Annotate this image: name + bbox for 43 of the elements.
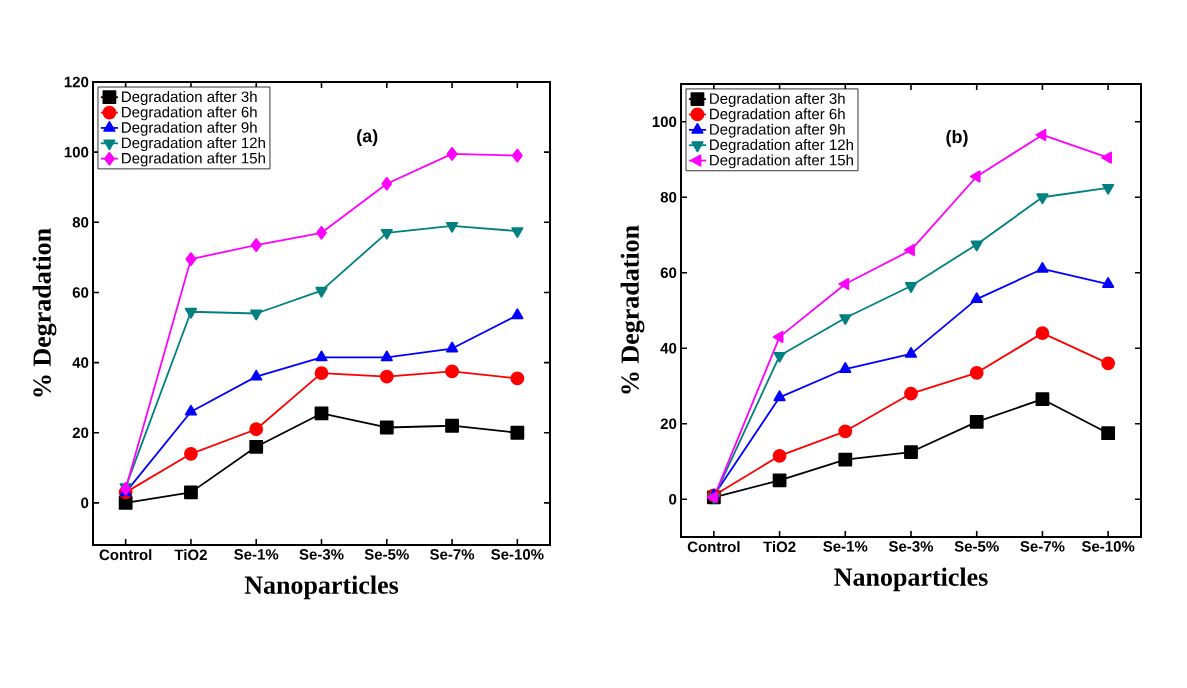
legend-label: Degradation after 9h [710,123,845,138]
legend-label: Degradation after 3h [122,91,257,105]
x-tick-label: Se-5% [364,549,409,560]
x-tick-label: TiO2 [174,549,207,561]
y-tick-label: 80 [660,191,677,203]
x-tick-label: Se-10% [1081,541,1135,552]
y-tick-label: 0 [81,497,89,509]
legend-label: Degradation after 6h [710,108,845,123]
y-tick-label: 100 [652,116,677,128]
y-tick-label: 80 [72,216,89,228]
x-tick-label: Control [99,549,152,561]
legend-label: Degradation after 12h [710,139,853,153]
annotation: (a) [357,129,378,146]
y-tick-label: 0 [669,493,677,505]
x-tick-label: Se-3% [888,541,934,552]
y-tick-label: 120 [64,76,89,88]
legend-label: Degradation after 12h [122,137,265,152]
x-tick-label: Se-1% [823,541,868,552]
x-tick-label: Se-5% [954,541,999,552]
y-tick-label: 20 [660,418,677,430]
y-tick-label: 40 [72,357,89,368]
y-tick-label: 40 [660,342,677,354]
y-axis-title: % Degradation [32,228,57,397]
legend-label: Degradation after 6h [122,106,257,121]
y-tick-label: 100 [64,146,89,158]
legend-label: Degradation after 9h [122,121,257,136]
x-tick-label: Se-7% [430,549,475,560]
y-tick-label: 60 [660,267,677,279]
y-tick-label: 20 [72,427,89,439]
legend-label: Degradation after 15h [710,154,853,169]
y-axis-title: % Degradation [620,225,645,394]
x-tick-label: Se-1% [234,549,279,560]
legend-label: Degradation after 15h [122,152,265,167]
y-tick-label: 60 [72,287,89,298]
x-tick-label: Se-7% [1020,541,1065,552]
x-tick-label: TiO2 [763,541,796,553]
x-tick-label: Se-10% [491,549,544,560]
x-tick-label: Control [687,541,740,553]
x-axis-title: Nanoparticles [834,567,988,592]
legend-label: Degradation after 3h [710,92,845,107]
x-axis-title: Nanoparticles [244,575,399,600]
x-tick-label: Se-3% [299,549,344,560]
annotation: (b) [946,129,968,147]
